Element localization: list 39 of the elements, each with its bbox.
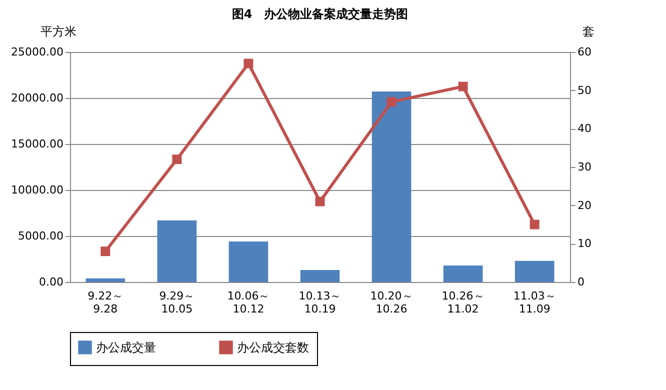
y2-tick-label: 40 (578, 122, 592, 136)
chart-title: 图4 办公物业备案成交量走势图 (232, 7, 408, 21)
x-tick-label: 10.13～10.19 (298, 290, 342, 316)
y-tick-label: 25000.00 (11, 46, 64, 58)
y2-tick-label: 20 (578, 198, 592, 212)
bar (372, 92, 412, 282)
point (458, 82, 468, 92)
y2-tick-label: 50 (578, 84, 592, 97)
y-axis-title: 平方米 (40, 24, 76, 38)
x-tick-label: 10.06～10.12 (227, 290, 270, 316)
y-tick-label: 5000.00 (18, 230, 64, 242)
point (172, 154, 182, 164)
legend-label: 办公成交套数 (237, 340, 309, 354)
x-tick-label: 11.03～11.09 (513, 290, 556, 316)
y2-axis-title: 套 (582, 24, 594, 38)
y-tick-label: 20000.00 (11, 92, 64, 104)
bar (300, 270, 340, 282)
legend-label: 办公成交量 (96, 340, 156, 354)
x-tick-label: 10.20～10.26 (370, 290, 413, 316)
x-tick-label: 9.29～10.05 (159, 290, 195, 316)
bar (157, 220, 197, 282)
y2-tick-label: 30 (578, 160, 592, 174)
x-tick-label: 9.22～9.28 (88, 290, 124, 316)
bar (514, 260, 554, 282)
y-tick-label: 10000.00 (11, 184, 64, 196)
y-tick-label: 0.00 (39, 276, 64, 288)
point (244, 58, 254, 68)
y2-tick-label: 60 (578, 46, 592, 58)
point (100, 246, 110, 256)
point (530, 220, 540, 230)
y2-tick-label: 0 (578, 276, 584, 288)
y-tick-label: 15000.00 (11, 138, 64, 150)
bar (86, 278, 126, 282)
bar (443, 265, 483, 282)
point (315, 196, 325, 206)
x-tick-label: 10.26～11.02 (442, 290, 484, 316)
bar (228, 242, 268, 282)
y2-tick-label: 10 (578, 237, 592, 250)
point (386, 97, 396, 107)
